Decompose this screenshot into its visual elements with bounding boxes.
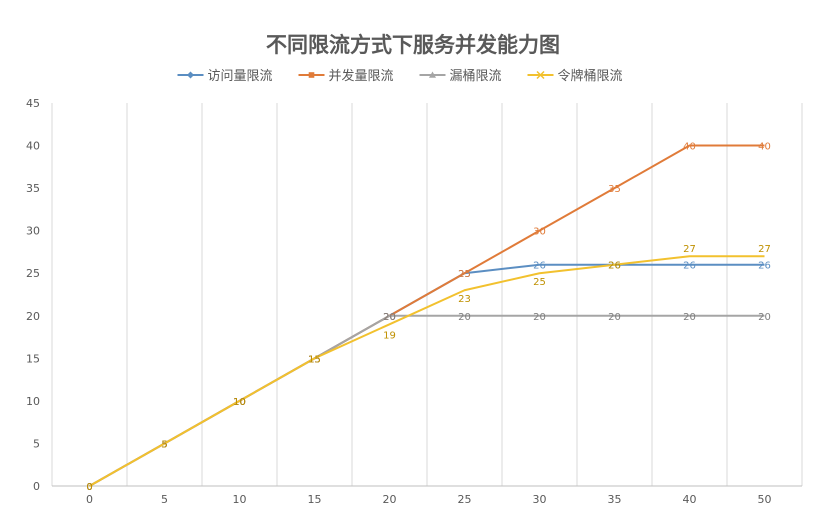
y-tick-label: 20 — [26, 310, 40, 323]
data-label: 20 — [383, 312, 396, 323]
legend-item: 访问量限流 — [177, 69, 273, 84]
data-label: 5 — [161, 439, 167, 450]
data-label: 15 — [308, 354, 321, 365]
legend-label: 访问量限流 — [208, 69, 273, 84]
data-label: 26 — [608, 261, 621, 272]
y-tick-label: 10 — [26, 395, 40, 408]
data-label: 0 — [86, 482, 92, 493]
legend: 访问量限流 并发量限流 漏桶限流 令牌桶限流 — [177, 68, 623, 84]
data-label: 0 — [86, 482, 92, 493]
series-line — [89, 255, 765, 487]
data-label: 26 — [758, 261, 771, 272]
legend-label: 漏桶限流 — [450, 68, 502, 84]
data-label: 23 — [458, 294, 471, 305]
grid — [126, 103, 803, 486]
data-label: 35 — [608, 184, 621, 195]
x-tick-label: 20 — [383, 493, 397, 506]
data-label: 5 — [161, 439, 167, 450]
data-label: 27 — [683, 244, 696, 255]
data-label: 26 — [608, 261, 621, 272]
data-label: 25 — [458, 269, 471, 280]
y-tick-label: 40 — [26, 140, 40, 153]
data-label: 10 — [233, 397, 246, 408]
data-label: 20 — [458, 312, 471, 323]
data-label: 15 — [308, 354, 321, 365]
y-tick-label: 30 — [26, 225, 40, 238]
data-label: 40 — [758, 142, 771, 153]
data-label: 10 — [233, 397, 246, 408]
data-label: 10 — [233, 397, 246, 408]
data-label: 26 — [533, 261, 546, 272]
data-label: 25 — [458, 269, 471, 280]
x-tick-label: 50 — [758, 493, 772, 506]
data-label: 19 — [383, 330, 396, 341]
x-tick-label: 35 — [608, 493, 622, 506]
y-tick-label: 45 — [26, 97, 40, 110]
point — [308, 72, 315, 78]
data-label: 15 — [308, 354, 321, 365]
data-label: 20 — [533, 312, 546, 323]
x-tick-label: 15 — [308, 493, 322, 506]
y-tick-label: 0 — [33, 480, 40, 493]
x-tick-label: 30 — [533, 493, 547, 506]
data-label: 20 — [383, 312, 396, 323]
x-tick-label: 25 — [458, 493, 472, 506]
data-label: 20 — [758, 312, 771, 323]
series-group — [89, 144, 765, 487]
legend-item: 并发量限流 — [298, 68, 394, 84]
data-label: 5 — [161, 439, 167, 450]
y-tick-label: 5 — [33, 437, 40, 450]
y-tick-label: 15 — [26, 352, 40, 365]
x-tick-label: 40 — [683, 493, 697, 506]
x-tick-label: 5 — [161, 493, 168, 506]
x-tick-label: 0 — [86, 493, 93, 506]
data-label: 0 — [86, 482, 92, 493]
legend-label: 并发量限流 — [329, 68, 394, 84]
data-label: 25 — [533, 277, 546, 288]
point — [536, 70, 545, 80]
legend-label: 令牌桶限流 — [558, 68, 623, 84]
data-label: 5 — [161, 439, 167, 450]
data-label: 15 — [308, 354, 321, 365]
data-label: 10 — [233, 397, 246, 408]
data-label: 26 — [683, 261, 696, 272]
point — [429, 71, 436, 78]
y-tick-label: 35 — [26, 182, 40, 195]
legend-item: 令牌桶限流 — [527, 68, 623, 84]
legend-item: 漏桶限流 — [419, 68, 502, 84]
data-label: 30 — [533, 227, 546, 238]
data-label: 20 — [383, 312, 396, 323]
data-label: 20 — [608, 312, 621, 323]
chart-title: 不同限流方式下服务并发能力图 — [266, 32, 560, 57]
data-label: 27 — [758, 244, 771, 255]
x-tick-label: 10 — [233, 493, 247, 506]
y-tick-label: 25 — [26, 267, 40, 280]
data-label: 0 — [86, 482, 92, 493]
data-label: 40 — [683, 142, 696, 153]
point — [187, 71, 194, 79]
data-label: 20 — [683, 312, 696, 323]
